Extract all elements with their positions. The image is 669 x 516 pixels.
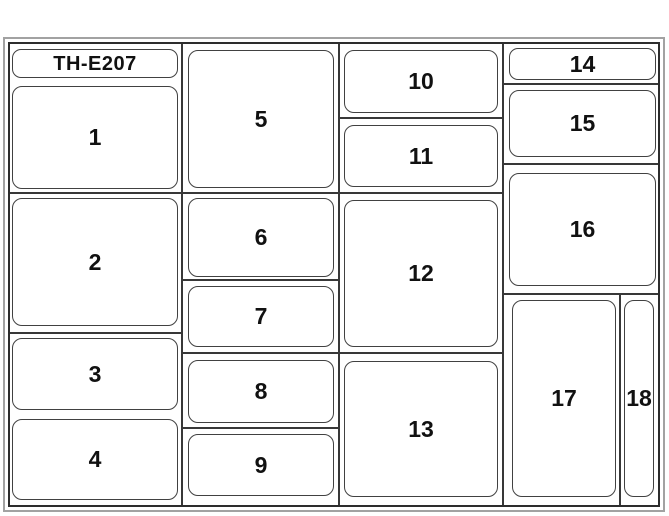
box-13: 13 xyxy=(344,361,498,497)
box-8-label: 8 xyxy=(254,378,268,404)
row-divider-col1-b xyxy=(10,332,181,334)
diagram-inner-border: TH-E207 1 2 3 4 5 6 xyxy=(8,42,660,507)
box-18-label: 18 xyxy=(626,385,652,411)
box-1: 1 xyxy=(12,86,178,189)
box-1-label: 1 xyxy=(88,124,102,150)
row-divider-col2-d xyxy=(183,427,338,429)
box-9-label: 9 xyxy=(254,451,268,478)
box-18: 18 xyxy=(624,300,654,497)
box-9: 9 xyxy=(188,434,334,496)
box-10-label: 10 xyxy=(408,68,434,94)
box-16-label: 16 xyxy=(569,216,596,242)
box-3: 3 xyxy=(12,338,178,410)
box-16: 16 xyxy=(509,173,656,286)
room-label: TH-E207 xyxy=(53,52,137,75)
column-divider-17-18 xyxy=(619,294,621,505)
box-17-label: 17 xyxy=(551,385,577,411)
box-11-label: 11 xyxy=(408,142,434,169)
box-6: 6 xyxy=(188,198,334,277)
box-2: 2 xyxy=(12,198,178,326)
row-divider-col2-a xyxy=(183,192,338,194)
box-11: 11 xyxy=(344,125,498,187)
box-6-label: 6 xyxy=(254,224,268,250)
row-divider-col1-a xyxy=(10,192,181,194)
box-13-label: 13 xyxy=(408,415,434,442)
column-divider-1 xyxy=(181,44,183,505)
box-12: 12 xyxy=(344,200,498,347)
box-4-label: 4 xyxy=(88,446,102,472)
row-divider-col3-b xyxy=(340,192,502,194)
box-3-label: 3 xyxy=(88,360,102,387)
box-14: 14 xyxy=(509,48,656,80)
box-14-label: 14 xyxy=(569,50,596,77)
box-7-label: 7 xyxy=(254,303,268,329)
row-divider-col2-b xyxy=(183,279,338,281)
box-10: 10 xyxy=(344,50,498,113)
box-17: 17 xyxy=(512,300,616,497)
box-7: 7 xyxy=(188,286,334,347)
row-divider-col3-c xyxy=(340,352,502,354)
row-divider-col4-b xyxy=(504,163,658,165)
box-12-label: 12 xyxy=(408,260,434,286)
box-8: 8 xyxy=(188,360,334,423)
box-15-label: 15 xyxy=(569,110,596,136)
row-divider-col3-a xyxy=(340,117,502,119)
column-divider-2 xyxy=(338,44,340,505)
diagram-outer-border: TH-E207 1 2 3 4 5 6 xyxy=(3,37,665,512)
box-2-label: 2 xyxy=(88,248,102,275)
row-divider-col4-c xyxy=(504,293,658,295)
box-15: 15 xyxy=(509,90,656,157)
room-label-box: TH-E207 xyxy=(12,49,178,78)
box-5-label: 5 xyxy=(254,105,268,132)
column-divider-3 xyxy=(502,44,504,505)
box-5: 5 xyxy=(188,50,334,188)
row-divider-col4-a xyxy=(504,83,658,85)
diagram-content: TH-E207 1 2 3 4 5 6 xyxy=(10,44,658,505)
box-4: 4 xyxy=(12,419,178,500)
row-divider-col2-c xyxy=(183,352,338,354)
